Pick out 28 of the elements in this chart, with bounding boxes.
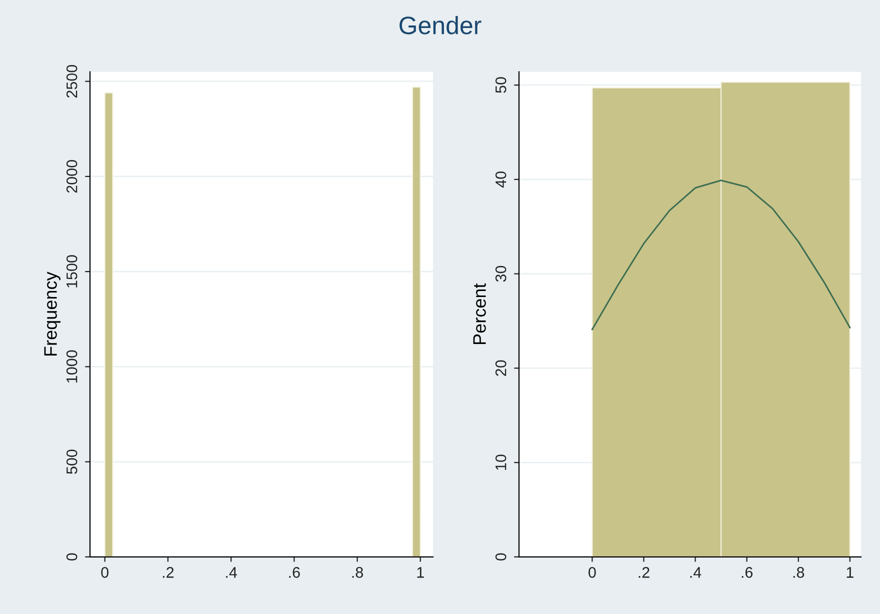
x-tick-label: .4 (226, 567, 237, 578)
y-tick-label: 30 (495, 266, 506, 282)
x-tick-label: .4 (690, 567, 702, 578)
x-tick-label: .2 (638, 567, 650, 578)
y-tick-label: 2000 (66, 160, 78, 193)
y-tick-label: 1500 (66, 255, 78, 288)
x-tick-label: 0 (588, 567, 596, 578)
x-tick-label: .8 (793, 567, 804, 578)
y-tick-label: 50 (495, 77, 506, 93)
y-tick-label: 2500 (66, 64, 78, 98)
y-tick-label: 40 (495, 172, 506, 188)
y-tick-label: 0 (66, 553, 78, 561)
x-tick-label: 1 (846, 567, 854, 578)
x-tick-label: .8 (352, 567, 363, 578)
y-tick-label: 20 (495, 360, 506, 376)
y-tick-label: 500 (66, 450, 78, 474)
x-tick-label: .6 (289, 567, 300, 578)
x-tick-label: .6 (742, 567, 753, 578)
line-series (591, 180, 851, 330)
x-tick-label: .2 (162, 567, 174, 578)
y-tick-label: 1000 (66, 350, 78, 383)
y-axis-title: Percent (473, 283, 486, 344)
x-tick-label: 0 (101, 567, 108, 578)
x-tick-label: 1 (417, 567, 424, 578)
y-tick-label: 10 (495, 454, 506, 470)
chart-title: Gender (400, 16, 482, 34)
y-axis-title: Frequency (44, 272, 60, 356)
y-tick-label: 0 (495, 553, 506, 561)
